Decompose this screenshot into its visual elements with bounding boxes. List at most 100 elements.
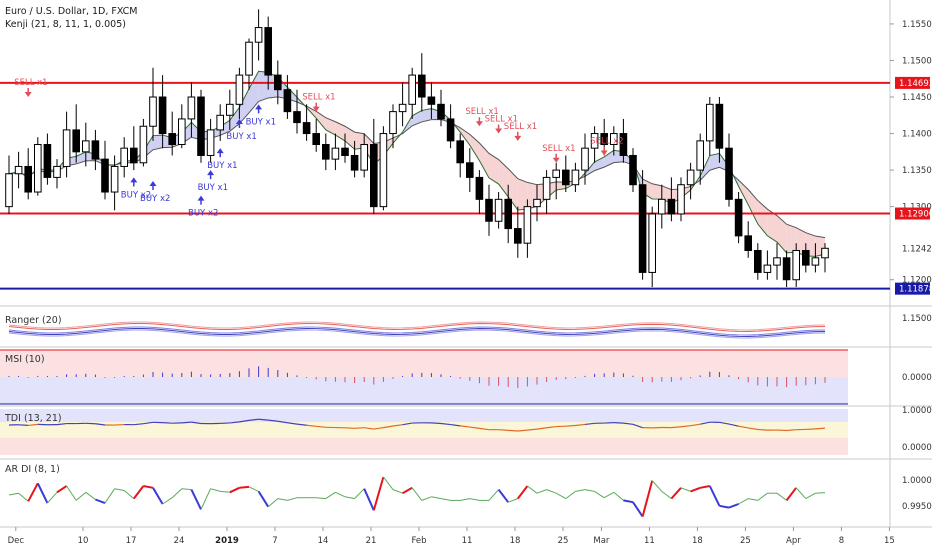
ardi-line-segment xyxy=(267,498,279,508)
candle-body xyxy=(254,27,263,43)
buy-signal: BUY x1 xyxy=(207,148,238,171)
ardi-line-segment xyxy=(47,491,58,504)
candle xyxy=(677,177,685,222)
sell-arrow xyxy=(552,157,560,163)
ardi-line-segment xyxy=(757,492,768,501)
ardi-line-segment xyxy=(536,489,547,494)
candle xyxy=(158,75,167,149)
cloud-segment xyxy=(796,227,806,256)
candle xyxy=(686,162,695,200)
cloud-segment xyxy=(345,126,355,150)
candle xyxy=(658,184,666,229)
candle-body xyxy=(802,249,810,266)
ardi-line-segment xyxy=(460,498,470,501)
candle xyxy=(754,243,762,280)
tdi-line-segment xyxy=(296,423,307,426)
candle-body xyxy=(485,198,493,222)
sell-arrow xyxy=(312,106,320,112)
ardi-line-segment xyxy=(402,486,413,495)
tdi-line-segment xyxy=(28,423,38,427)
buy-arrow xyxy=(207,170,215,176)
candle-body xyxy=(562,169,570,186)
candle-body xyxy=(696,140,705,171)
tdi-line-segment xyxy=(133,423,144,426)
time-tick-label: Apr xyxy=(786,536,801,546)
cloud-segment xyxy=(249,71,259,113)
tdi-line-segment xyxy=(143,421,154,425)
buy-signal-label: BUY x1 xyxy=(207,161,237,171)
candle-body xyxy=(715,103,724,149)
ardi-line-segment xyxy=(594,490,605,499)
ardi-line-segment xyxy=(815,492,826,494)
buy-signal: BUY x2 xyxy=(140,181,170,204)
ardi-line-segment xyxy=(210,488,221,492)
buy-signal: BUY x1 xyxy=(226,118,257,142)
buy-signal-label: BUY x2 xyxy=(188,209,218,219)
ardi-line-segment xyxy=(584,489,595,492)
candle xyxy=(821,243,829,273)
candle xyxy=(427,82,436,119)
candle xyxy=(571,162,580,193)
candle-body xyxy=(82,140,90,153)
cloud-segment xyxy=(594,156,605,171)
ardi-line-segment xyxy=(363,488,375,511)
candle-body xyxy=(533,198,541,208)
candle xyxy=(773,243,781,280)
candle-body xyxy=(389,111,397,135)
candle-body xyxy=(398,103,407,113)
ranger-label: Ranger (20) xyxy=(5,315,62,326)
ardi-line-segment xyxy=(36,482,49,504)
candle-body xyxy=(14,165,23,175)
candle-body xyxy=(72,129,81,153)
candle-body xyxy=(754,249,762,273)
cloud-segment xyxy=(498,159,509,197)
ardi-line-segment xyxy=(27,482,39,502)
ardi-line-segment xyxy=(8,492,19,496)
tdi-line-segment xyxy=(191,421,202,425)
ardi-line-segment xyxy=(257,490,270,508)
tdi-line-segment xyxy=(469,426,480,429)
candle xyxy=(408,67,416,119)
candle-body xyxy=(34,144,42,193)
ardi-label: AR DI (8, 1) xyxy=(5,464,60,475)
ardi-line-segment xyxy=(123,490,135,499)
candle-body xyxy=(782,257,791,281)
candle xyxy=(389,104,397,149)
sell-signal: SELL x1 xyxy=(302,93,336,112)
time-tick-label: 25 xyxy=(740,536,751,546)
time-tick-label: 21 xyxy=(366,536,377,546)
candle xyxy=(629,148,637,193)
candle xyxy=(350,140,359,178)
candle xyxy=(82,122,90,167)
tdi-line-segment xyxy=(805,428,816,431)
candle-body xyxy=(274,74,282,91)
cloud-segment xyxy=(489,153,499,185)
candle-body xyxy=(322,144,330,160)
ardi-line-segment xyxy=(641,480,654,517)
tdi-panel xyxy=(0,409,848,455)
tdi-line-segment xyxy=(440,422,451,426)
cloud-segment xyxy=(786,224,797,253)
tdi-line-segment xyxy=(402,422,413,426)
ardi-line-segment xyxy=(661,490,672,500)
candle-body xyxy=(734,198,743,237)
candle xyxy=(494,192,503,229)
candle xyxy=(792,243,801,288)
price-tick-label: 1.15500 xyxy=(902,20,932,30)
candle-body xyxy=(811,257,820,266)
candle-body xyxy=(648,213,657,273)
candle-body xyxy=(168,133,176,146)
sell-signal: SELL x2 xyxy=(590,136,624,156)
candle-body xyxy=(197,96,205,156)
ardi-line-segment xyxy=(719,504,730,509)
candle xyxy=(542,170,551,214)
tdi-line-segment xyxy=(536,427,547,430)
ardi-line-segment xyxy=(66,485,77,501)
ardi-line-segment xyxy=(133,485,145,500)
candle-body xyxy=(773,257,781,266)
candle xyxy=(235,67,244,119)
tdi-label: TDI (13, 21) xyxy=(4,413,62,424)
sell-signal: SELL x1 xyxy=(465,107,499,127)
ardi-line-segment xyxy=(670,487,682,500)
